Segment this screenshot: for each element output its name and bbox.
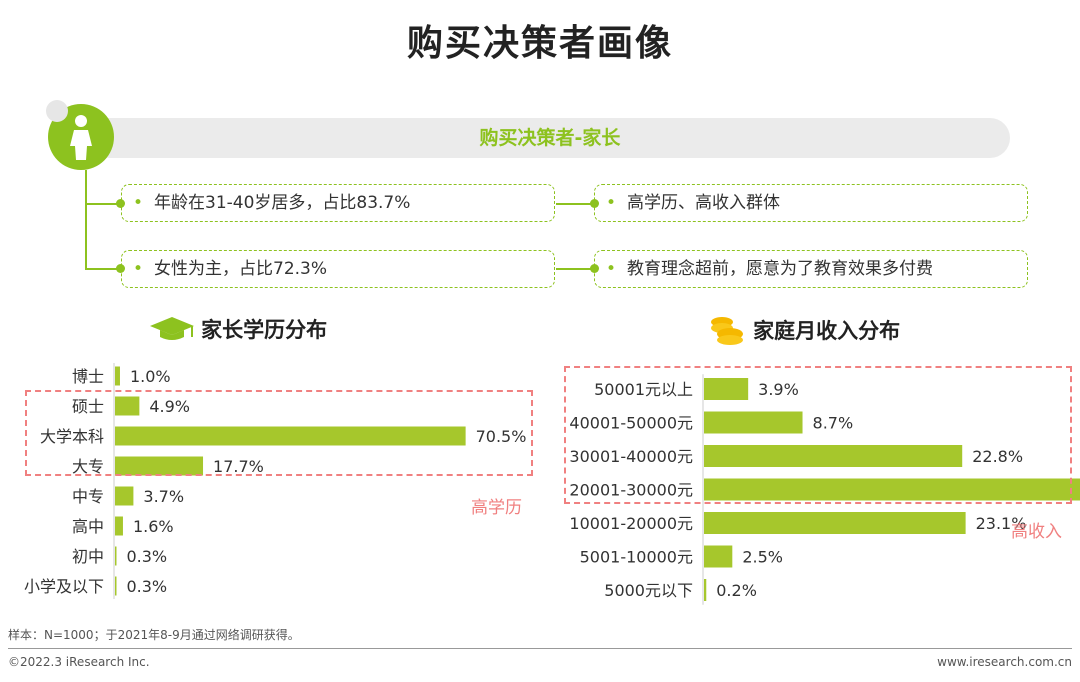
connector-vertical xyxy=(85,170,87,270)
bar xyxy=(704,512,966,534)
category-label: 初中 xyxy=(72,547,104,566)
category-label: 5001-10000元 xyxy=(580,548,693,567)
page-title: 购买决策者画像 xyxy=(406,23,673,64)
value-label: 1.0% xyxy=(130,367,171,386)
category-label: 30001-40000元 xyxy=(569,447,693,466)
bar xyxy=(115,516,123,536)
category-label: 40001-50000元 xyxy=(569,414,693,433)
value-label: 0.3% xyxy=(126,577,167,596)
copyright: ©2022.3 iResearch Inc. xyxy=(8,655,150,669)
footer-divider xyxy=(8,648,1072,649)
income-section-header: 家庭月收入分布 xyxy=(708,314,900,346)
category-label: 20001-30000元 xyxy=(569,481,693,500)
value-label: 23.1% xyxy=(976,514,1027,533)
female-parent-icon xyxy=(70,115,92,160)
value-label: 22.8% xyxy=(972,447,1023,466)
connector-h2 xyxy=(85,268,121,270)
bar xyxy=(115,366,120,386)
coins-icon xyxy=(711,317,743,345)
persona-bar xyxy=(90,118,1010,158)
category-label: 5000元以下 xyxy=(604,581,693,600)
category-label: 高中 xyxy=(72,517,104,536)
income-chart-title: 家庭月收入分布 xyxy=(753,319,901,343)
education-bar-chart: 博士 1.0% 硕士 4.9% 大学本科 70.5% 大专 17.7% 中专 3.7% 高中 1.6%… xyxy=(24,363,527,599)
trait-education-attitude: • 教育理念超前，愿意为了教育效果多付费 xyxy=(594,250,1028,288)
trait-text: 高学历、高收入群体 xyxy=(627,193,780,213)
bar xyxy=(115,486,134,506)
bar xyxy=(704,545,733,568)
value-label: 17.7% xyxy=(213,457,264,476)
bar xyxy=(704,445,963,467)
persona-label: 购买决策者-家长 xyxy=(479,127,621,149)
income-bar-chart: 50001元以上 3.9% 40001-50000元 8.7% 30001-40000元… xyxy=(569,374,1080,605)
category-label: 博士 xyxy=(72,367,104,386)
trait-text: 年龄在31-40岁居多，占比83.7% xyxy=(154,193,411,213)
connector-h4 xyxy=(556,268,594,270)
bar xyxy=(115,576,117,596)
category-label: 中专 xyxy=(72,487,104,506)
connector-dot xyxy=(116,264,125,273)
high-income-label: 高收入 xyxy=(1011,522,1062,542)
trait-text: 教育理念超前，愿意为了教育效果多付费 xyxy=(627,259,933,279)
sample-note: 样本：N=1000；于2021年8-9月通过网络调研获得。 xyxy=(8,628,300,642)
value-label: 0.3% xyxy=(126,547,167,566)
trait-text: 女性为主，占比72.3% xyxy=(154,259,328,279)
bar xyxy=(115,456,204,476)
connector-h1 xyxy=(85,203,121,205)
website-link[interactable]: www.iresearch.com.cn xyxy=(937,655,1072,669)
high-education-highlight xyxy=(25,390,533,476)
bar xyxy=(704,579,707,601)
category-label: 大学本科 xyxy=(40,427,104,446)
high-education-label: 高学历 xyxy=(471,498,522,518)
value-label: 3.9% xyxy=(758,380,799,399)
education-section-header: 家长学历分布 xyxy=(148,314,327,344)
persona-decor-dot xyxy=(46,100,68,122)
value-label: 1.6% xyxy=(133,517,174,536)
value-label: 0.2% xyxy=(716,581,757,600)
value-label: 3.7% xyxy=(143,487,184,506)
high-income-highlight xyxy=(564,366,1072,504)
connector-h3 xyxy=(556,203,594,205)
value-label: 4.9% xyxy=(149,397,190,416)
category-label: 小学及以下 xyxy=(24,577,104,596)
category-label: 50001元以上 xyxy=(594,380,693,399)
value-label: 70.5% xyxy=(476,427,527,446)
bar xyxy=(115,546,117,566)
graduation-cap-icon xyxy=(150,317,194,340)
value-label: 8.7% xyxy=(813,414,854,433)
trait-education-income: • 高学历、高收入群体 xyxy=(594,184,1028,222)
bar xyxy=(115,396,140,416)
trait-age: • 年龄在31-40岁居多，占比83.7% xyxy=(121,184,555,222)
category-label: 硕士 xyxy=(72,397,104,416)
trait-gender: • 女性为主，占比72.3% xyxy=(121,250,555,288)
bar xyxy=(704,411,803,434)
bar xyxy=(115,426,466,446)
education-chart-title: 家长学历分布 xyxy=(201,318,328,342)
category-label: 10001-20000元 xyxy=(569,514,693,533)
value-label: 2.5% xyxy=(742,548,783,567)
bar xyxy=(704,378,749,400)
category-label: 大专 xyxy=(72,457,104,476)
bar xyxy=(704,478,1080,501)
connector-dot xyxy=(116,199,125,208)
